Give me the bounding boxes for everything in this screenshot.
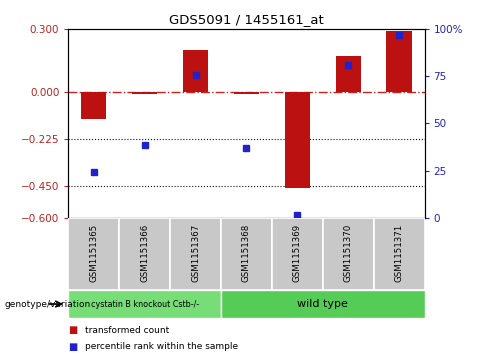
Text: GSM1151365: GSM1151365 (89, 224, 98, 282)
Bar (132, 92, 157, 94)
Bar (221, 290, 425, 318)
Text: wild type: wild type (297, 299, 348, 309)
Text: GSM1151369: GSM1151369 (293, 224, 302, 282)
Bar (272, 218, 323, 290)
Text: GSM1151367: GSM1151367 (191, 224, 200, 282)
Bar (374, 218, 425, 290)
Bar (221, 218, 272, 290)
Text: GSM1151366: GSM1151366 (140, 224, 149, 282)
Bar (323, 218, 374, 290)
Bar (386, 31, 412, 92)
Text: percentile rank within the sample: percentile rank within the sample (85, 342, 239, 351)
Bar (68, 218, 119, 290)
Bar (285, 92, 310, 188)
Text: ■: ■ (68, 325, 78, 335)
Text: cystatin B knockout Cstb-/-: cystatin B knockout Cstb-/- (91, 299, 199, 309)
Text: transformed count: transformed count (85, 326, 170, 335)
Text: ■: ■ (68, 342, 78, 352)
Text: GSM1151371: GSM1151371 (395, 224, 404, 282)
Bar (234, 92, 259, 94)
Text: GSM1151370: GSM1151370 (344, 224, 353, 282)
Bar (170, 218, 221, 290)
Bar (336, 56, 361, 92)
Bar (119, 218, 170, 290)
Title: GDS5091 / 1455161_at: GDS5091 / 1455161_at (169, 13, 324, 26)
Bar (183, 50, 208, 92)
Text: GSM1151368: GSM1151368 (242, 224, 251, 282)
Text: genotype/variation: genotype/variation (5, 299, 91, 309)
Bar (81, 92, 106, 119)
Bar (68, 290, 221, 318)
